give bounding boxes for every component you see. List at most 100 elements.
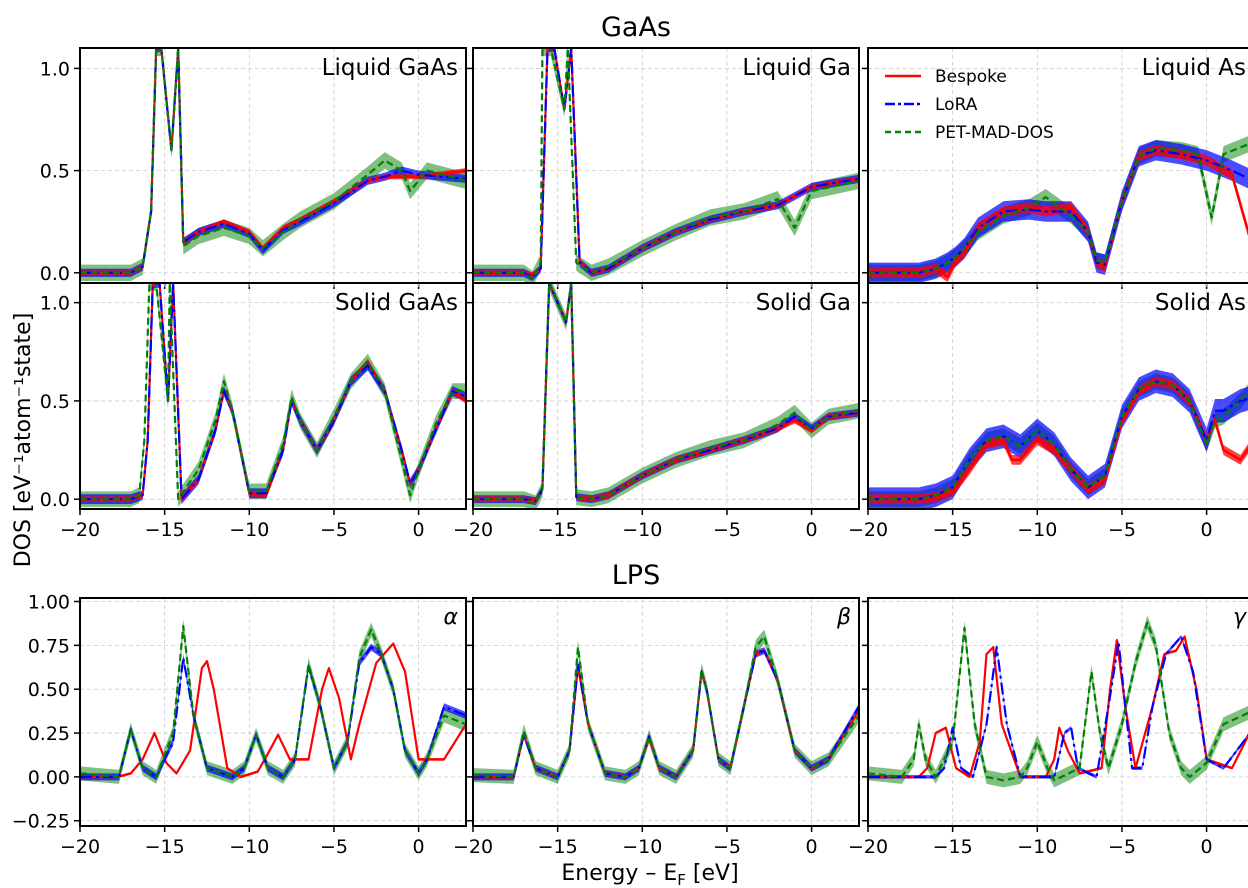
panel-frame xyxy=(472,282,860,510)
panel-label: Solid As xyxy=(1155,290,1246,316)
panel-β: −20 −15 −10 −5 0 β xyxy=(453,597,860,858)
panel-label: Solid Ga xyxy=(756,290,851,316)
y-tick-label: −0.25 xyxy=(12,811,70,833)
x-tick-label: −20 xyxy=(60,836,100,858)
series-line-pet-mad-dos xyxy=(473,48,859,281)
series-layer xyxy=(868,615,1248,788)
x-tick-label: −15 xyxy=(538,836,578,858)
x-tick-label: −10 xyxy=(1017,836,1057,858)
x-tick-label: −20 xyxy=(453,519,493,541)
panel-liquid-ga: Liquid Ga xyxy=(467,47,860,289)
series-line-pet-mad-dos xyxy=(80,624,466,778)
band-lora xyxy=(868,369,1248,509)
x-tick-label: −15 xyxy=(145,836,185,858)
series-layer xyxy=(473,629,859,784)
x-tick-label: −10 xyxy=(622,519,662,541)
panel-frame xyxy=(472,597,860,827)
band-pet-mad-dos xyxy=(80,48,466,281)
panel-γ: −20 −15 −10 −5 0 γ xyxy=(848,597,1248,858)
x-tick-label: 0 xyxy=(413,836,425,858)
series-line-lora xyxy=(868,635,1248,778)
series-line-lora xyxy=(868,380,1248,501)
panel-frame xyxy=(79,282,467,510)
panel-α: −0.25 0.00 0.25 0.50 0.75 1.00 −20 −15 −10 −5 0 α xyxy=(12,592,467,858)
x-tick-label: −15 xyxy=(933,836,973,858)
x-tick-label: −15 xyxy=(538,519,578,541)
series-line-pet-mad-dos xyxy=(868,143,1248,274)
series-line-lora xyxy=(80,646,466,778)
x-tick-label: 0 xyxy=(806,836,818,858)
panel-label: γ xyxy=(1233,605,1247,630)
x-tick-label: −20 xyxy=(60,519,100,541)
y-tick-label: 0.0 xyxy=(40,263,70,285)
series-layer xyxy=(473,48,859,283)
x-tick-label: −5 xyxy=(320,836,348,858)
y-tick-label: 0.0 xyxy=(40,489,70,511)
x-tick-label: −5 xyxy=(1108,836,1136,858)
panel-solid-ga: −20 −15 −10 −5 0 Solid Ga xyxy=(453,282,860,541)
x-tick-label: 0 xyxy=(806,519,818,541)
band-bespoke xyxy=(868,145,1248,282)
series-line-bespoke xyxy=(80,283,466,501)
legend-label-lora: LoRA xyxy=(935,95,978,115)
panel-label: α xyxy=(443,605,458,630)
series-line-pet-mad-dos xyxy=(80,48,466,274)
series-line-pet-mad-dos xyxy=(80,283,466,501)
series-line-pet-mad-dos xyxy=(868,380,1248,501)
panel-liquid-as: Liquid As xyxy=(862,47,1248,289)
x-tick-label: −10 xyxy=(622,836,662,858)
series-line-pet-mad-dos xyxy=(473,283,859,505)
x-tick-label: −5 xyxy=(713,836,741,858)
band-lora xyxy=(473,48,859,281)
y-tick-label: 0.50 xyxy=(28,679,70,701)
y-tick-label: 0.00 xyxy=(28,767,70,789)
panel-frame xyxy=(867,282,1248,510)
series-layer xyxy=(80,283,466,508)
y-tick-label: 1.0 xyxy=(40,293,70,315)
x-tick-label: −5 xyxy=(320,519,348,541)
x-axis-label-rest: [eV] xyxy=(686,861,739,886)
panel-frame xyxy=(867,597,1248,827)
series-line-lora xyxy=(868,149,1248,274)
band-lora xyxy=(473,647,859,781)
panel-solid-as: −20 −15 −10 −5 0 Solid As xyxy=(848,282,1248,541)
y-tick-label: 0.5 xyxy=(40,161,70,183)
panel-label: Liquid As xyxy=(1142,55,1246,81)
panel-label: β xyxy=(836,605,851,630)
x-tick-label: 0 xyxy=(1201,836,1213,858)
y-tick-label: 0.75 xyxy=(28,635,70,657)
legend-label-bespoke: Bespoke xyxy=(935,67,1007,87)
panel-grid: 0.0 0.5 1.0 Liquid GaAs Liquid Ga Liquid As 0.… xyxy=(12,47,1248,858)
x-tick-label: 0 xyxy=(413,519,425,541)
series-layer xyxy=(868,369,1248,509)
series-layer xyxy=(473,283,859,509)
band-lora xyxy=(473,283,859,506)
series-layer xyxy=(80,48,466,281)
x-tick-label: −15 xyxy=(933,519,973,541)
x-tick-label: −10 xyxy=(1017,519,1057,541)
legend-label-pet-mad-dos: PET-MAD-DOS xyxy=(935,123,1054,143)
x-axis-label-text: Energy – E xyxy=(561,861,677,886)
y-tick-label: 1.0 xyxy=(40,58,70,80)
y-tick-label: 1.00 xyxy=(28,592,70,614)
y-tick-label: 0.25 xyxy=(28,723,70,745)
series-layer xyxy=(868,136,1248,283)
x-tick-label: −10 xyxy=(229,519,269,541)
x-tick-label: −5 xyxy=(713,519,741,541)
x-tick-label: 0 xyxy=(1201,519,1213,541)
x-tick-label: −20 xyxy=(848,519,888,541)
x-axis-label-subscript: F xyxy=(677,871,686,888)
band-pet-mad-dos xyxy=(868,615,1248,788)
panel-solid-gaas: 0.0 0.5 1.0 −20 −15 −10 −5 0 Solid GaAs xyxy=(40,282,467,541)
x-tick-label: −10 xyxy=(229,836,269,858)
series-line-lora xyxy=(80,283,466,501)
section-title-lps: LPS xyxy=(612,560,660,591)
y-axis-label: DOS [eV⁻¹atom⁻¹state] xyxy=(11,313,36,568)
x-tick-label: −5 xyxy=(1108,519,1136,541)
series-line-pet-mad-dos xyxy=(868,621,1248,782)
y-tick-label: 0.5 xyxy=(40,391,70,413)
x-tick-label: −15 xyxy=(145,519,185,541)
panel-liquid-gaas: 0.0 0.5 1.0 Liquid GaAs xyxy=(40,47,467,289)
x-tick-label: −20 xyxy=(453,836,493,858)
